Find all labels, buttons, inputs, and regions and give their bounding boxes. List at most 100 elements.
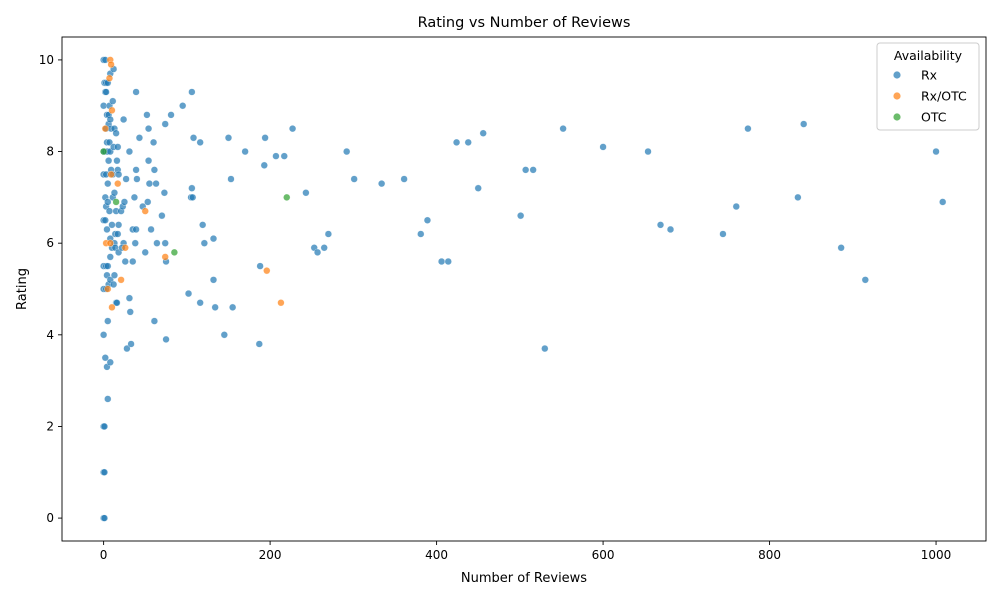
point-rx-65	[272, 152, 280, 160]
point-rx-otc-7	[141, 207, 149, 215]
point-rx-180	[837, 244, 845, 252]
point-rx-96	[161, 239, 169, 247]
point-rx-otc-9	[106, 239, 114, 247]
point-rx-37	[135, 134, 144, 142]
point-rx-77	[130, 193, 139, 202]
point-rx-183	[939, 198, 947, 206]
point-rx-97	[199, 221, 207, 229]
point-rx-154	[343, 147, 351, 156]
point-rx-20	[119, 115, 128, 124]
point-rx-136	[106, 358, 114, 366]
legend-marker-otc	[893, 113, 901, 121]
point-rx-otc-5	[107, 170, 115, 179]
point-rx-176	[732, 202, 740, 211]
y-axis: 0 2 4 6 8 10	[39, 53, 62, 525]
point-rx-164	[474, 184, 482, 192]
point-rx-16	[112, 129, 120, 137]
point-rx-43	[288, 124, 297, 133]
point-rx-152	[320, 244, 328, 252]
point-rx-157	[400, 175, 408, 183]
point-rx-otc-6	[114, 179, 122, 188]
point-rx-153	[324, 230, 333, 238]
y-tick-label: 6	[46, 236, 54, 250]
plot-frame	[61, 36, 987, 542]
point-rx-27	[188, 88, 196, 96]
x-tick-label: 1000	[921, 548, 952, 562]
point-rx-138	[127, 340, 135, 348]
point-rx-87	[108, 221, 116, 229]
point-rx-158	[417, 230, 425, 238]
point-rx-40	[196, 138, 204, 147]
point-rx-98	[200, 239, 209, 247]
legend-entries: Rx Rx/OTC OTC	[893, 68, 967, 125]
x-tick-label: 0	[100, 548, 108, 562]
point-rx-38	[149, 138, 158, 147]
y-axis-label: Rating	[15, 268, 30, 310]
point-rx-119	[109, 280, 118, 289]
legend-box	[876, 42, 980, 131]
point-rx-165	[479, 129, 487, 137]
point-rx-110	[121, 257, 129, 266]
point-rx-120	[110, 271, 119, 279]
point-rx-160	[437, 257, 446, 266]
point-rx-149	[302, 189, 310, 197]
point-rx-112	[131, 239, 139, 247]
point-rx-113	[141, 248, 149, 257]
point-rx-130	[256, 262, 264, 270]
point-rx-55	[133, 175, 141, 183]
point-rx-182	[932, 147, 940, 156]
point-rx-66	[280, 152, 288, 160]
point-rx-95	[153, 239, 161, 247]
point-rx-76	[120, 198, 129, 206]
point-rx-36	[125, 147, 134, 156]
point-rx-148	[100, 514, 109, 522]
y-tick-label: 0	[46, 511, 54, 525]
point-rx-35	[114, 143, 122, 151]
point-rx-132	[104, 317, 112, 325]
point-rx-168	[529, 166, 537, 174]
legend: Availability Rx Rx/OTC OTC	[876, 42, 980, 131]
point-rx-99	[209, 234, 218, 243]
points-layer	[99, 56, 947, 522]
point-rx-140	[220, 331, 228, 339]
point-rx-otc-13	[117, 276, 125, 284]
point-rx-93	[132, 225, 140, 234]
point-rx-33	[105, 138, 114, 147]
point-rx-167	[522, 166, 530, 174]
point-rx-58	[150, 166, 159, 174]
point-rx-131	[99, 331, 108, 339]
point-rx-otc-11	[161, 253, 169, 261]
point-rx-178	[794, 193, 802, 202]
point-rx-42	[261, 134, 269, 142]
point-rx-142	[104, 395, 112, 403]
point-rx-21	[132, 88, 140, 96]
point-rx-9	[109, 97, 117, 105]
point-rx-172	[644, 147, 652, 156]
legend-label-rx-otc: Rx/OTC	[921, 89, 967, 104]
point-rx-144	[100, 422, 109, 431]
point-rx-179	[800, 120, 808, 128]
point-rx-60	[160, 189, 169, 197]
point-rx-129	[229, 303, 237, 311]
point-rx-56	[144, 157, 153, 165]
point-rx-159	[423, 216, 432, 224]
point-rx-94	[147, 225, 155, 234]
x-tick-label: 200	[259, 548, 282, 562]
point-rx-6	[102, 88, 110, 96]
point-rx-otc-14	[104, 285, 112, 293]
point-rx-124	[126, 308, 134, 316]
point-rx-41	[224, 134, 233, 142]
x-axis: 0 200 400 600 800 1000	[100, 541, 952, 562]
point-rx-181	[861, 276, 869, 284]
point-rx-64	[260, 161, 268, 169]
x-tick-label: 600	[592, 548, 615, 562]
point-rx-otc-10	[121, 244, 129, 252]
point-rx-24	[161, 120, 169, 128]
point-rx-166	[517, 212, 525, 220]
point-rx-163	[464, 138, 472, 147]
point-rx-85	[103, 225, 111, 234]
point-rx-62	[227, 175, 235, 183]
point-rx-89	[114, 230, 122, 238]
